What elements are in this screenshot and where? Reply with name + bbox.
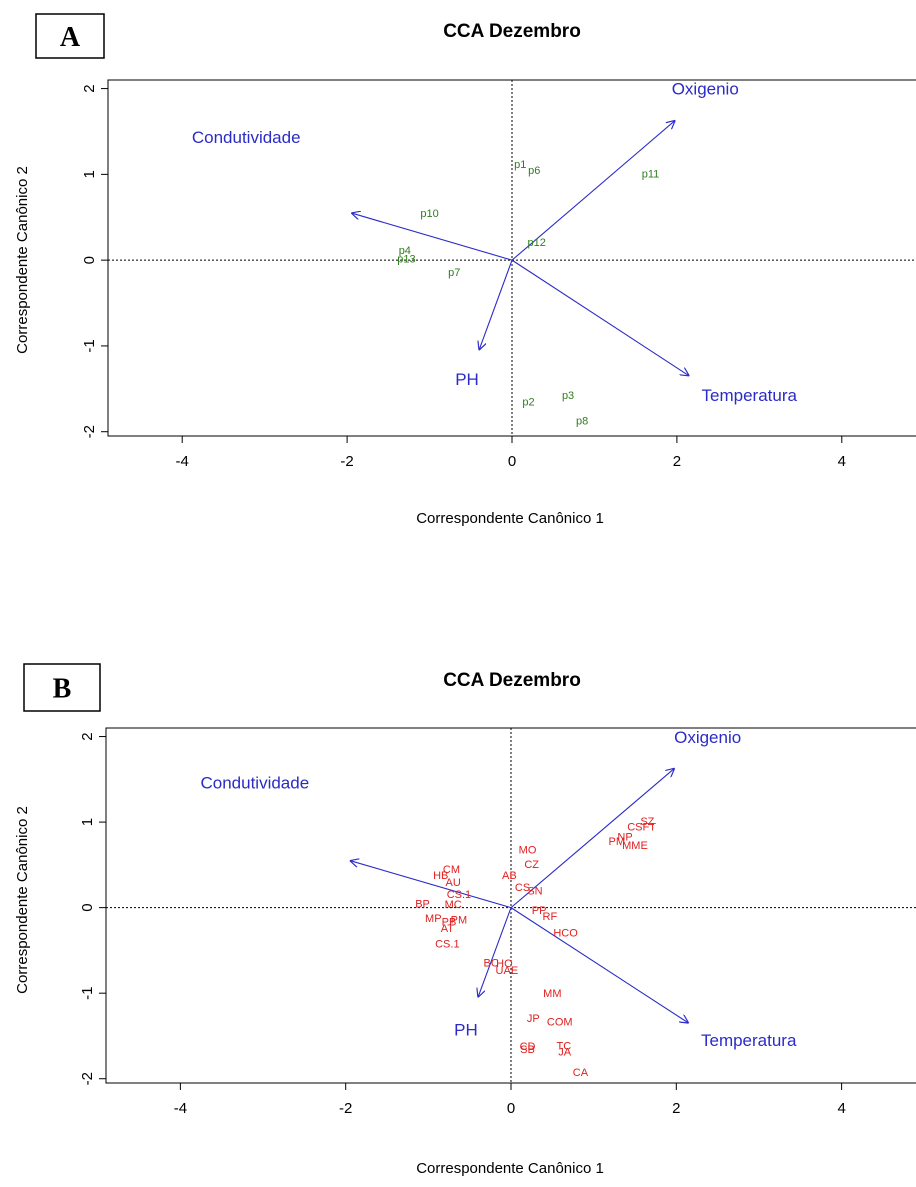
point-label: PM [609,836,626,848]
vector-arrow-oxigenio [511,120,675,261]
y-tick-label: 0 [81,256,98,264]
panel-badge [23,663,101,712]
point-label: p11 [642,169,660,181]
point-label: HCO [553,927,578,939]
point-label: SZ [640,816,654,828]
x-tick-label: 2 [673,453,681,470]
vector-arrow-temperatura [510,907,689,1023]
point-label: HB [433,870,448,882]
point-label: CS [515,882,530,894]
point-label: BP [415,898,430,910]
vector-label-oxigenio: Oxigenio [674,728,741,747]
point-label: AU [446,877,461,889]
vector-arrow-temperatura [511,259,689,376]
vector-arrow-ph [479,259,513,350]
point-label: CD [520,1041,536,1053]
point-label: AT [441,923,455,935]
chart-panel-B: B CCA Dezembro -4 -2 0 2 4 -2 -1 0 1 2 Correspondent… [14,663,916,1177]
point-label: PP [532,905,547,917]
vector-label-temperatura: Temperatura [701,1031,797,1050]
point-label: MME [622,840,648,852]
x-tick-label: 4 [837,1100,845,1117]
plot-frame [107,79,916,437]
panel-badge [35,13,105,59]
y-tick-label: 2 [79,732,96,740]
point-label: MO [519,844,537,856]
x-tick-label: -4 [174,1100,187,1117]
vector-arrow-ph [478,907,512,998]
point-label: MP [425,913,442,925]
point-label: BC [484,957,499,969]
y-tick-label: 0 [79,903,96,911]
y-tick-label: 1 [81,170,98,178]
y-tick-label: -1 [79,987,96,1000]
y-tick-label: 2 [81,84,98,92]
point-label: HO [496,958,513,970]
chart-panel-A: A CCA Dezembro -4 -2 0 2 4 -2 -1 0 1 2 Correspondent… [14,13,916,527]
point-label: CM [443,864,460,876]
x-tick-label: -2 [339,1100,352,1117]
x-tick-label: 0 [507,1100,515,1117]
chart-title: CCA Dezembro [443,21,581,42]
point-label: MC [445,899,462,911]
x-tick-label: 0 [508,453,516,470]
point-label: p12 [528,237,546,249]
point-label: MM [543,988,561,1000]
y-tick-label: -2 [81,425,98,438]
point-label: CSFT [627,821,656,833]
point-label: p4 [399,245,411,257]
vector-label-condutividade: Condutividade [192,128,301,147]
chart-title: CCA Dezembro [443,670,581,691]
vector-label-condutividade: Condutividade [200,774,309,793]
point-label: COM [547,1016,573,1028]
vector-arrow-condutividade [351,213,513,261]
y-axis-label: Correspondente Canônico 2 [14,166,31,354]
x-tick-label: 2 [672,1100,680,1117]
panel-label: A [60,22,81,53]
vector-arrow-oxigenio [510,768,675,909]
x-axis-label: Correspondente Canônico 1 [416,1160,604,1177]
point-label: PB [442,916,457,928]
point-label: RF [543,911,558,923]
point-label: p1 [514,159,526,171]
y-axis-label: Correspondente Canônico 2 [14,806,31,994]
point-label: SB [520,1044,535,1056]
point-label: SN [527,886,542,898]
point-label: AB [502,870,517,882]
point-label: p7 [448,267,460,279]
point-label: PM [451,915,468,927]
y-tick-label: -1 [81,339,98,352]
point-label: TC [557,1040,572,1052]
point-label: p8 [576,416,588,428]
x-tick-label: 4 [838,453,846,470]
vector-label-ph: PH [455,370,479,389]
point-label: CS.1 [435,939,459,951]
point-label: NP [617,832,632,844]
point-label: UAE [496,965,519,977]
point-label: p3 [562,390,574,402]
point-label: p2 [522,397,534,409]
vector-arrow-condutividade [350,861,512,909]
point-label: JA [558,1046,572,1058]
x-axis-label: Correspondente Canônico 1 [416,510,604,527]
x-tick-label: -2 [340,453,353,470]
point-label: p13 [397,253,415,265]
point-label: p6 [528,165,540,177]
vector-label-ph: PH [454,1020,478,1039]
plot-frame [105,727,916,1084]
vector-label-temperatura: Temperatura [702,386,798,405]
panel-label: B [53,674,72,705]
vector-label-oxigenio: Oxigenio [672,79,739,98]
point-label: JP [527,1013,540,1025]
y-tick-label: -2 [79,1072,96,1085]
point-label: CS.1 [447,889,471,901]
y-tick-label: 1 [79,818,96,826]
point-label: p10 [420,208,438,220]
x-tick-label: -4 [176,453,189,470]
point-label: CA [573,1067,589,1079]
point-label: CZ [524,859,539,871]
